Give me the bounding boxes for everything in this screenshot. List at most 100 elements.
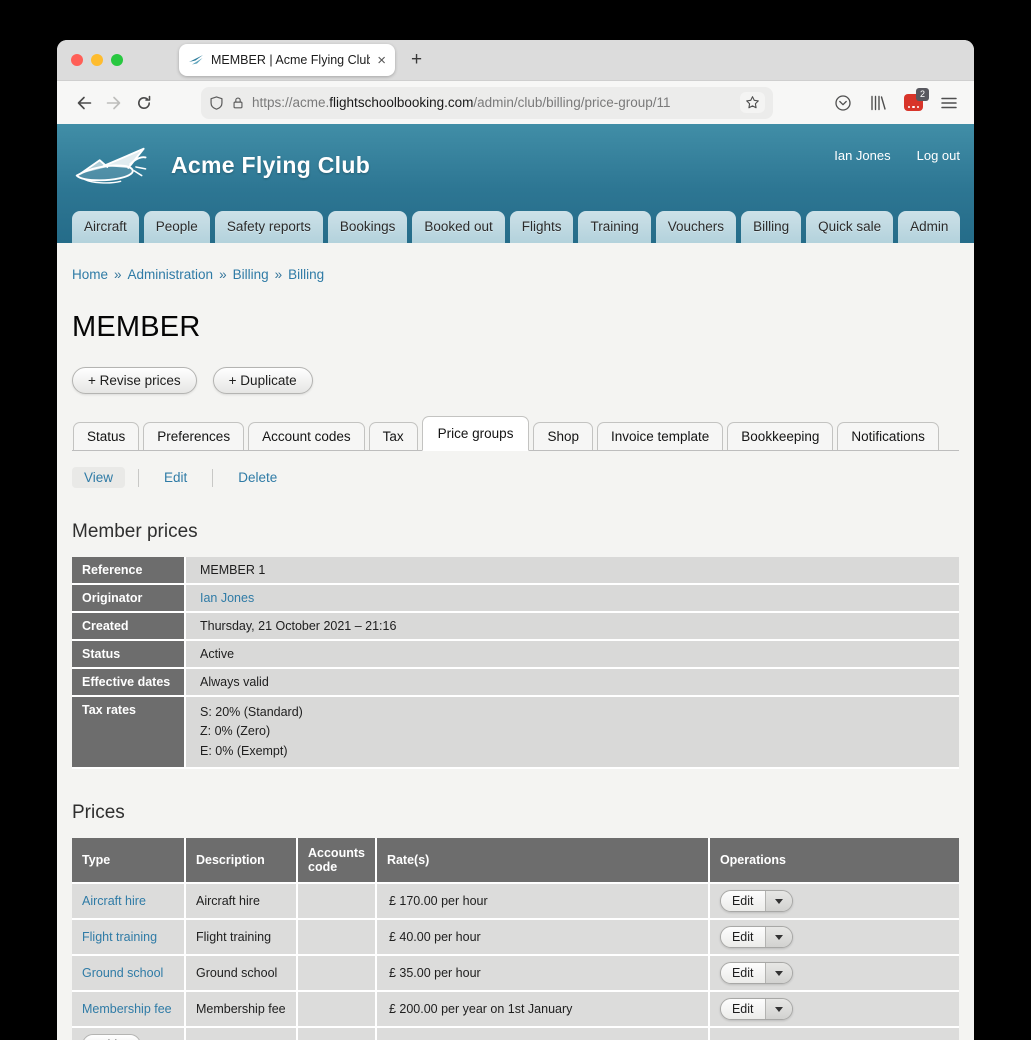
edit-button-label[interactable]: Edit: [720, 999, 765, 1020]
nav-tab-training[interactable]: Training: [578, 211, 651, 243]
edit-link[interactable]: Edit: [164, 470, 188, 485]
url-bar[interactable]: https://acme.flightschoolbooking.com/adm…: [201, 86, 773, 119]
chevron-down-icon: [774, 1006, 783, 1012]
accounts-code-cell: [296, 920, 375, 957]
lock-icon[interactable]: [231, 95, 245, 111]
revise-prices-button[interactable]: + Revise prices: [72, 367, 197, 394]
browser-tab-strip: MEMBER | Acme Flying Club × +: [57, 40, 974, 80]
tab-invoice-template[interactable]: Invoice template: [596, 422, 724, 450]
nav-tab-quick-sale[interactable]: Quick sale: [806, 211, 894, 243]
browser-toolbar: https://acme.flightschoolbooking.com/adm…: [57, 80, 974, 124]
type-cell: Membership fee: [72, 992, 184, 1029]
table-row-add: Add...: [72, 1028, 959, 1040]
minimize-window-button[interactable]: [91, 54, 103, 66]
logout-link[interactable]: Log out: [916, 148, 960, 163]
edit-dropdown-toggle[interactable]: [764, 927, 792, 948]
operations-cell: Edit: [707, 992, 959, 1029]
rate-cell: £ 170.00 per hour: [374, 884, 708, 921]
forward-arrow-icon: [106, 96, 121, 109]
column-header-operations: Operations: [707, 838, 959, 885]
site-name[interactable]: Acme Flying Club: [171, 152, 371, 178]
breadcrumb-home[interactable]: Home: [72, 267, 109, 282]
tab-notifications[interactable]: Notifications: [837, 422, 939, 450]
breadcrumb-administration[interactable]: Administration: [127, 267, 214, 282]
edit-dropdown-toggle[interactable]: [764, 963, 792, 984]
edit-split-button[interactable]: Edit: [719, 998, 793, 1021]
edit-dropdown-toggle[interactable]: [764, 891, 792, 912]
row-value: MEMBER 1: [184, 557, 959, 585]
breadcrumb-billing[interactable]: Billing: [232, 267, 269, 282]
nav-tab-safety-reports[interactable]: Safety reports: [214, 211, 323, 243]
nav-tab-booked-out[interactable]: Booked out: [412, 211, 505, 243]
edit-split-button[interactable]: Edit: [719, 962, 793, 985]
row-label: Tax rates: [72, 697, 184, 770]
breadcrumb-billing-2[interactable]: Billing: [288, 267, 325, 282]
operations-cell: Edit: [707, 956, 959, 993]
delete-link[interactable]: Delete: [238, 470, 278, 485]
edit-split-button[interactable]: Edit: [719, 890, 793, 913]
breadcrumb-separator: »: [219, 267, 227, 282]
close-window-button[interactable]: [71, 54, 83, 66]
originator-link[interactable]: Ian Jones: [200, 591, 255, 605]
edit-button-label[interactable]: Edit: [720, 963, 765, 984]
nav-tab-aircraft[interactable]: Aircraft: [72, 211, 139, 243]
extension-icon[interactable]: 2: [904, 88, 929, 111]
zoom-window-button[interactable]: [111, 54, 123, 66]
star-icon: [746, 96, 759, 109]
nav-tab-people[interactable]: People: [143, 211, 210, 243]
library-icon[interactable]: [869, 94, 887, 112]
nav-tab-billing[interactable]: Billing: [741, 211, 802, 243]
breadcrumb-separator: »: [114, 267, 122, 282]
tab-price-groups[interactable]: Price groups: [421, 416, 530, 451]
bookmark-star-button[interactable]: [740, 92, 765, 113]
shield-icon[interactable]: [209, 95, 224, 111]
nav-tab-vouchers[interactable]: Vouchers: [655, 211, 737, 243]
user-account-link[interactable]: Ian Jones: [834, 148, 891, 163]
tab-tax[interactable]: Tax: [368, 422, 418, 450]
reload-button[interactable]: [129, 88, 159, 118]
site-banner: Acme Flying Club Ian Jones Log out Aircr…: [57, 124, 974, 243]
price-type-link[interactable]: Flight training: [82, 930, 158, 945]
table-row: Tax rates S: 20% (Standard) Z: 0% (Zero)…: [72, 697, 959, 770]
tax-rate-line: S: 20% (Standard): [200, 705, 303, 719]
browser-tab[interactable]: MEMBER | Acme Flying Club ×: [179, 44, 395, 76]
member-prices-heading: Member prices: [72, 521, 198, 542]
divider: [212, 468, 214, 487]
tab-shop[interactable]: Shop: [533, 422, 593, 450]
tab-bookkeeping[interactable]: Bookkeeping: [727, 422, 834, 450]
edit-button-label[interactable]: Edit: [720, 927, 765, 948]
edit-button-label[interactable]: Edit: [720, 891, 765, 912]
tab-preferences[interactable]: Preferences: [143, 422, 245, 450]
row-value: Ian Jones: [184, 585, 959, 613]
breadcrumb: Home » Administration » Billing » Billing: [72, 267, 959, 282]
nav-tab-bookings[interactable]: Bookings: [327, 211, 408, 243]
duplicate-button[interactable]: + Duplicate: [212, 367, 313, 394]
new-tab-button[interactable]: +: [411, 49, 423, 70]
add-price-button[interactable]: Add...: [82, 1034, 141, 1040]
column-header-type: Type: [72, 838, 184, 885]
pocket-icon[interactable]: [834, 94, 852, 112]
edit-dropdown-toggle[interactable]: [764, 999, 792, 1020]
nav-tab-flights[interactable]: Flights: [509, 211, 574, 243]
nav-tab-admin[interactable]: Admin: [898, 211, 961, 243]
forward-button[interactable]: [99, 88, 129, 118]
price-type-link[interactable]: Ground school: [82, 966, 164, 981]
tab-account-codes[interactable]: Account codes: [248, 422, 365, 450]
edit-split-button[interactable]: Edit: [719, 926, 793, 949]
tab-status[interactable]: Status: [73, 422, 140, 450]
site-favicon-icon: [189, 55, 203, 65]
club-logo-plane-icon[interactable]: [71, 140, 157, 192]
url-domain: flightschoolbooking.com: [329, 95, 474, 110]
record-operations: View Edit Delete: [72, 467, 959, 488]
chevron-down-icon: [774, 970, 783, 976]
table-row: Reference MEMBER 1: [72, 557, 959, 585]
tab-close-icon[interactable]: ×: [377, 51, 386, 69]
chevron-down-icon: [774, 934, 783, 940]
price-type-link[interactable]: Membership fee: [82, 1002, 172, 1017]
prices-heading: Prices: [72, 802, 125, 824]
reload-icon: [138, 95, 151, 109]
price-type-link[interactable]: Aircraft hire: [82, 894, 146, 909]
back-button[interactable]: [69, 88, 99, 118]
menu-hamburger-icon[interactable]: [940, 95, 958, 111]
view-link[interactable]: View: [72, 467, 126, 488]
